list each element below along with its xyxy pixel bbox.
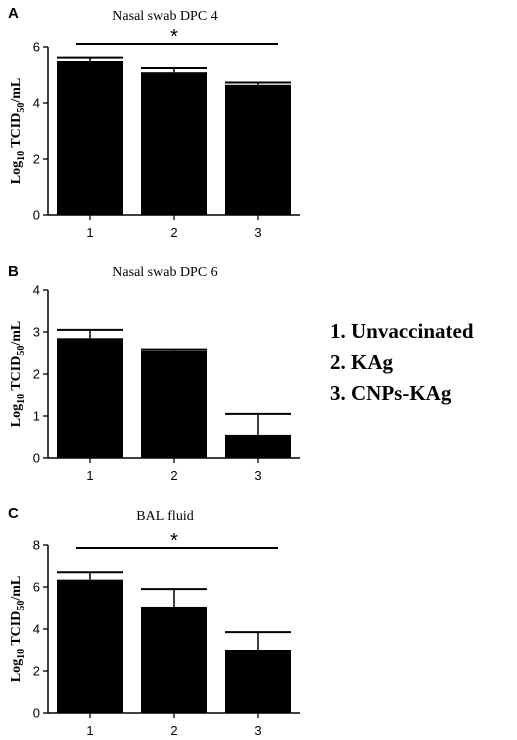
y-tick-label: 0 [33, 208, 40, 223]
y-tick-label: 1 [33, 409, 40, 424]
bar-3 [225, 84, 291, 215]
y-tick-label: 2 [33, 152, 40, 167]
legend-item-3: 3. CNPs-KAg [330, 381, 452, 405]
chart-title: BAL fluid [136, 509, 193, 524]
y-tick-label: 2 [33, 367, 40, 382]
y-axis-label: Log10 TCID50/mL [9, 78, 27, 185]
y-tick-label: 8 [33, 538, 40, 553]
bar-1 [57, 579, 123, 713]
panel-letter: C [8, 505, 19, 522]
y-tick-label: 4 [33, 622, 40, 637]
y-tick-label: 3 [33, 325, 40, 340]
bar-3 [225, 434, 291, 458]
panel-a: A Nasal swab DPC 4 0 2 4 6 Log10 TCID50/mL 1 2 3 * [8, 5, 300, 240]
x-tick-label: 3 [254, 225, 261, 240]
y-tick-label: 2 [33, 664, 40, 679]
bar-2 [141, 606, 207, 713]
x-tick-label: 2 [170, 468, 177, 483]
bar-1 [57, 61, 123, 215]
bar-3 [225, 650, 291, 713]
y-tick-label: 4 [33, 283, 40, 298]
significance-star: * [170, 530, 178, 552]
bar-2 [141, 72, 207, 215]
panel-b: B Nasal swab DPC 6 0 1 2 3 4 Log10 TCID50/mL 1 2 3 [8, 263, 300, 483]
legend: 1. Unvaccinated 2. KAg 3. CNPs-KAg [330, 319, 474, 405]
legend-item-2: 2. KAg [330, 350, 394, 374]
panel-c: C BAL fluid 0 2 4 6 8 Log10 TCID50/mL 1 2 3 * [8, 505, 300, 738]
chart-title: Nasal swab DPC 4 [112, 9, 217, 24]
x-tick-label: 3 [254, 468, 261, 483]
significance-star: * [170, 26, 178, 48]
y-axis-label: Log10 TCID50/mL [9, 321, 27, 428]
y-tick-label: 6 [33, 580, 40, 595]
x-tick-label: 1 [86, 723, 93, 738]
x-tick-label: 2 [170, 723, 177, 738]
x-tick-label: 1 [86, 468, 93, 483]
panel-letter: B [8, 263, 19, 280]
y-tick-label: 0 [33, 706, 40, 721]
bar-2 [141, 350, 207, 458]
legend-item-1: 1. Unvaccinated [330, 319, 474, 343]
y-axis-label: Log10 TCID50/mL [9, 576, 27, 683]
chart-title: Nasal swab DPC 6 [112, 265, 217, 280]
y-tick-label: 6 [33, 40, 40, 55]
bar-1 [57, 338, 123, 458]
x-tick-label: 1 [86, 225, 93, 240]
y-tick-label: 4 [33, 96, 40, 111]
x-tick-label: 3 [254, 723, 261, 738]
y-tick-label: 0 [33, 451, 40, 466]
x-tick-label: 2 [170, 225, 177, 240]
panel-letter: A [8, 5, 19, 22]
